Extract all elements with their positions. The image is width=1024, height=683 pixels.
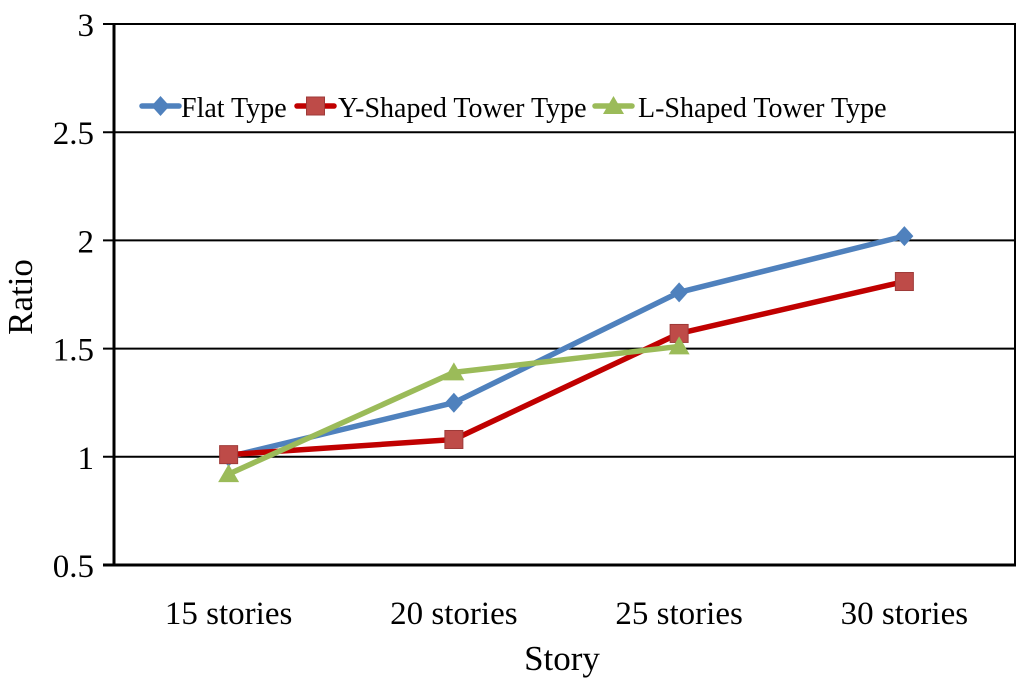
x-tick-label: 30 stories [841, 596, 968, 632]
y-tick-label: 0.5 [53, 549, 94, 585]
marker-y-shaped-tower-type-1 [444, 429, 464, 449]
marker-flat-type-1 [444, 392, 463, 413]
legend-label: Y-Shaped Tower Type [338, 93, 587, 124]
marker-y-shaped-tower-type-0 [219, 445, 239, 465]
series-line-y-shaped-tower-type [225, 278, 908, 458]
x-tick-label: 15 stories [165, 596, 292, 632]
x-tick-label: 20 stories [390, 596, 517, 632]
series-line-flat-type [225, 233, 908, 460]
legend-item-y-shaped-tower-type: Y-Shaped Tower Type [294, 93, 587, 124]
marker-l-shaped-tower-type-2 [668, 336, 690, 355]
y-tick-label: 1.5 [53, 333, 94, 369]
legend: Flat Type Y-Shaped Tower Type L-Shaped Tow… [139, 93, 887, 124]
y-axis-title: Ratio [1, 259, 40, 335]
legend-label: Flat Type [181, 93, 287, 124]
series-layer [218, 226, 914, 483]
marker-flat-type-2 [670, 282, 689, 303]
legend-item-l-shaped-tower-type: L-Shaped Tower Type [592, 93, 887, 124]
x-tick-label: 25 stories [615, 596, 742, 632]
legend-item-flat-type: Flat Type [139, 93, 287, 124]
y-tick-label: 2.5 [53, 116, 94, 152]
y-tick-label: 2 [78, 224, 95, 260]
grid-layer: 0.5 1 1.5 2 2.5 3 [53, 8, 1015, 585]
marker-l-shaped-tower-type-0 [218, 464, 240, 483]
marker-l-shaped-tower-type-1 [443, 362, 465, 381]
legend-label: L-Shaped Tower Type [638, 93, 887, 124]
legend-key-triangle-icon [603, 96, 624, 114]
y-tick-label: 3 [78, 8, 95, 44]
y-tick-label: 1 [78, 441, 95, 477]
legend-key-square-icon [306, 96, 325, 116]
legend-key-diamond-icon [151, 96, 170, 116]
axis-layer: 15 stories 20 stories 25 stories 30 stories [112, 23, 1016, 632]
x-axis-title: Story [524, 639, 600, 678]
marker-y-shaped-tower-type-3 [894, 272, 914, 292]
marker-flat-type-3 [895, 226, 914, 247]
